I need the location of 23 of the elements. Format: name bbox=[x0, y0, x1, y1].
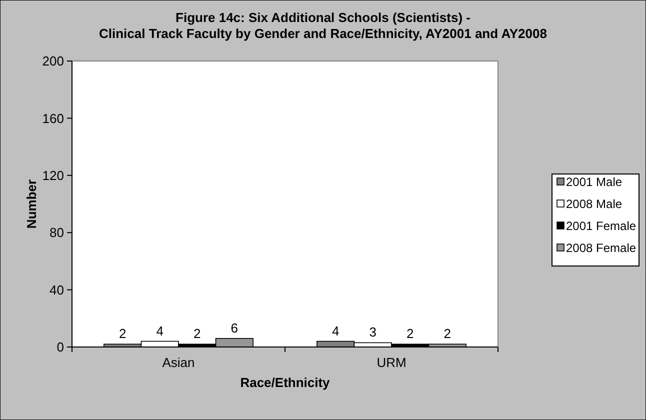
x-tick-label: URM bbox=[376, 355, 406, 370]
y-axis-title: Number bbox=[24, 179, 39, 229]
y-tick-label: 160 bbox=[42, 110, 64, 126]
legend-label: 2008 Male bbox=[566, 197, 622, 212]
y-tick-label: 200 bbox=[42, 54, 64, 69]
data-label: 4 bbox=[156, 323, 164, 338]
data-label: 6 bbox=[230, 320, 238, 336]
data-label: 2 bbox=[444, 326, 452, 342]
x-axis-title: Race/Ethnicity bbox=[240, 375, 331, 390]
chart-title: Figure 14c: Six Additional Schools (Scientists) - Clinical Track Faculty by Gender and Race/Ethnicity, AY2001 and AY2008 bbox=[99, 10, 547, 41]
data-label: 2 bbox=[406, 326, 414, 342]
y-tick-label: 120 bbox=[42, 168, 64, 183]
legend-label: 2001 Female bbox=[566, 219, 636, 234]
data-label: 3 bbox=[369, 324, 376, 340]
data-label: 2 bbox=[118, 326, 126, 342]
y-tick-label: 40 bbox=[50, 282, 64, 298]
legend-label: 2001 Male bbox=[566, 175, 622, 190]
legend-label: 2008 Female bbox=[566, 241, 636, 256]
y-tick-label: 0 bbox=[56, 340, 64, 355]
data-label: 4 bbox=[332, 323, 340, 338]
y-tick-label: 80 bbox=[50, 225, 64, 240]
data-label: 2 bbox=[194, 326, 201, 342]
x-tick-label: Asian bbox=[162, 355, 195, 370]
